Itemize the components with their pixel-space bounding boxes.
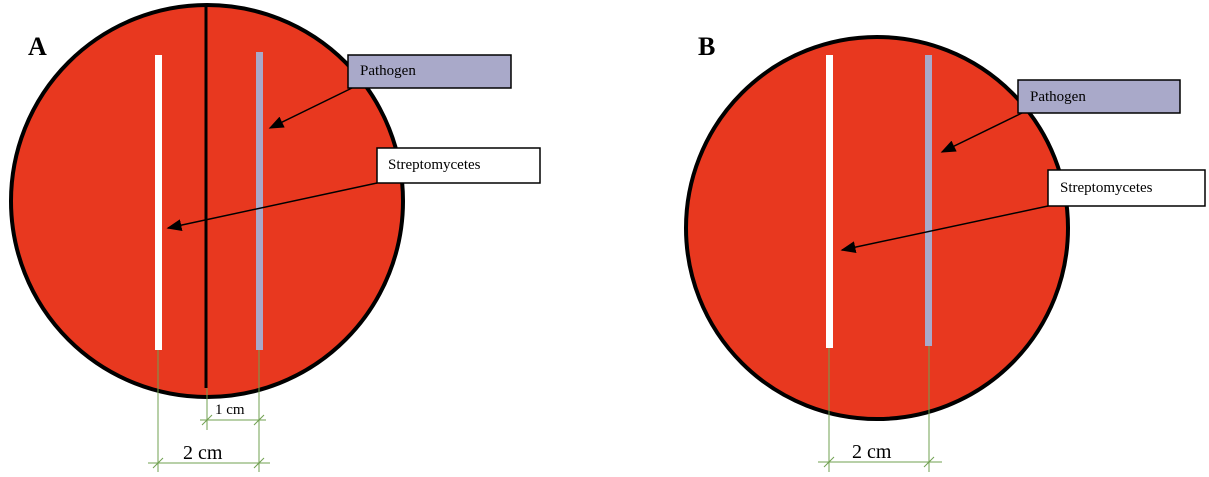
streptomycetes-box: [1047, 169, 1206, 207]
dimension-label: 1 cm: [215, 402, 245, 418]
pathogen-strip: [925, 55, 932, 346]
dimension-lines: [818, 346, 942, 472]
panel-a: A Pathogen Streptomycetes 1 cm 2 cm: [9, 3, 541, 472]
arrow: [268, 87, 353, 129]
pathogen-label: Pathogen: [1030, 89, 1086, 105]
streptomycetes-strip: [826, 55, 833, 348]
arrow: [940, 112, 1023, 153]
panel-b: B Pathogen Streptomycetes 2 cm: [684, 32, 1206, 472]
streptomycetes-label: Streptomycetes: [1060, 180, 1153, 196]
dish: [684, 35, 1070, 421]
streptomycetes-strip: [155, 55, 162, 350]
pathogen-strip: [256, 52, 263, 350]
panel-label: A: [28, 32, 47, 61]
dimension-lines: [148, 350, 270, 472]
streptomycetes-box: [376, 147, 541, 184]
dimension-label: 2 cm: [183, 442, 223, 464]
streptomycetes-label: Streptomycetes: [388, 157, 481, 173]
pathogen-label: Pathogen: [360, 63, 416, 79]
panel-label: B: [698, 32, 715, 61]
dimension-label: 2 cm: [852, 441, 892, 463]
pathogen-box: [347, 54, 512, 89]
pathogen-box: [1017, 79, 1181, 114]
arrow: [840, 205, 1049, 254]
arrow: [166, 182, 378, 232]
